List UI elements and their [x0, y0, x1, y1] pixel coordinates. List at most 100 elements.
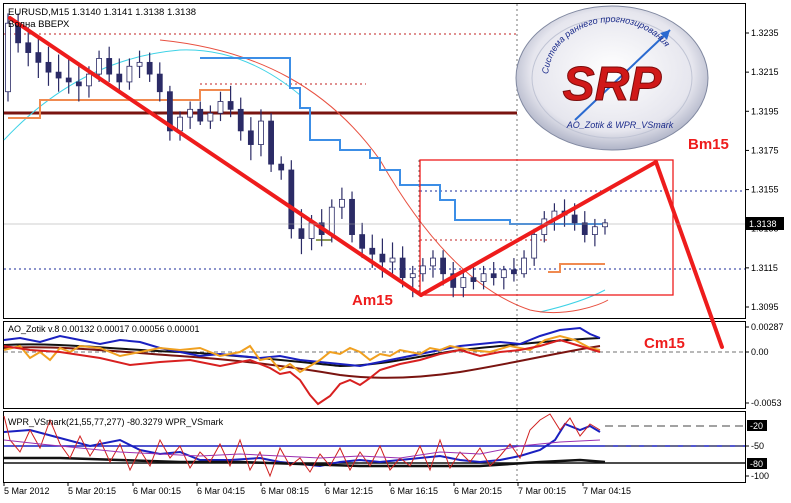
candle-body — [602, 222, 608, 228]
candle-body — [217, 101, 224, 114]
candle-body — [237, 108, 244, 132]
candle-body — [227, 101, 234, 110]
y-tick-label: -100 — [751, 471, 769, 481]
wave-leg-down — [8, 16, 423, 297]
indicator-name: Волна ВВЕРХ — [8, 19, 70, 30]
candle-body — [389, 257, 396, 263]
candle-body — [96, 58, 102, 75]
wave-leg-forecast — [654, 160, 724, 349]
y-tick-label: 1.3175 — [751, 145, 779, 155]
candle-body — [490, 273, 497, 279]
wpr-purple-line — [3, 439, 601, 459]
x-tick-label: 7 Mar 00:15 — [518, 486, 566, 496]
grid-vertical — [418, 4, 518, 482]
ao-orange-line — [3, 334, 601, 374]
wave-leg-up — [419, 160, 658, 297]
x-tick-label: 5 Mar 2012 — [4, 486, 50, 496]
candle-body — [500, 269, 507, 279]
wave-lines — [8, 16, 724, 349]
candle-body — [571, 214, 578, 224]
x-axis: 5 Mar 2012 5 Mar 20:15 6 Mar 00:15 6 Mar 04… — [3, 482, 631, 496]
wpr-red-line — [3, 413, 601, 478]
y-tick-label: -80 — [750, 459, 763, 469]
current-price-tag: 1.3138 — [4, 217, 784, 230]
candle-body — [187, 108, 194, 118]
candle-body — [247, 130, 254, 145]
wpr-y-axis: -20 -50 -80 -100 — [745, 420, 769, 481]
y-tick-label: -50 — [751, 441, 764, 451]
candle-body — [5, 22, 11, 93]
main-panel — [3, 3, 746, 319]
candle-body — [521, 257, 527, 275]
y-tick-label: 1.3115 — [751, 263, 778, 273]
ao-brown-line — [3, 345, 601, 379]
x-tick-label: 6 Mar 20:15 — [454, 486, 502, 496]
candle-body — [177, 116, 183, 132]
candle-body — [409, 273, 416, 279]
wpr-blue-line — [3, 422, 601, 468]
candle-body — [480, 273, 487, 282]
candle-body — [55, 71, 62, 79]
candle-body — [268, 120, 274, 165]
candle-body — [126, 65, 133, 83]
candle-body — [349, 198, 355, 235]
candle-body — [470, 277, 477, 282]
y-tick-label: 0.00 — [751, 347, 769, 357]
x-tick-label: 6 Mar 04:15 — [197, 486, 245, 496]
candle-body — [581, 222, 588, 235]
candle-body — [65, 77, 72, 83]
candle-body — [25, 42, 32, 53]
red-curve — [159, 39, 609, 314]
candle-body — [359, 234, 366, 249]
candle-body — [106, 58, 113, 75]
candle-body — [328, 206, 335, 235]
wave-box — [419, 159, 674, 296]
wpr-label: WPR_VSmark(21,55,77,277) -80.3279 WPR_VS… — [8, 417, 224, 427]
wpr-indicator — [3, 413, 745, 478]
cyan-curve — [3, 49, 301, 141]
y-tick-badge — [747, 458, 767, 469]
candle-body — [591, 226, 598, 235]
candle-body — [531, 234, 538, 259]
label-cm15: Cm15 — [644, 335, 685, 352]
candle-body — [35, 52, 42, 63]
candle-body — [45, 61, 52, 73]
x-tick-label: 7 Mar 04:15 — [583, 486, 631, 496]
candle-body — [430, 257, 436, 267]
ao-blue-line — [3, 326, 601, 368]
orange-step-line — [8, 89, 230, 119]
candles — [5, 13, 608, 298]
x-tick-label: 5 Mar 20:15 — [68, 486, 116, 496]
x-tick-label: 6 Mar 12:15 — [325, 486, 373, 496]
candle-body — [75, 81, 82, 87]
y-tick-label: 1.3215 — [751, 67, 779, 77]
candle-body — [379, 253, 386, 263]
symbol-info: EURUSD,M15 1.3140 1.3141 1.3138 1.3138 — [8, 7, 196, 18]
wpr-panel — [3, 411, 746, 483]
candle-body — [197, 108, 204, 122]
candle-body — [511, 269, 517, 275]
candle-body — [308, 222, 315, 239]
candle-body — [288, 169, 295, 230]
y-tick-label: -0.0053 — [751, 398, 782, 408]
ao-label: AO_Zotik v.8 0.00132 0.00017 0.00056 0.0… — [8, 324, 199, 334]
candle-body — [207, 112, 214, 122]
y-tick-label: 1.3095 — [751, 302, 779, 312]
ao-panel — [3, 321, 746, 409]
logo-srp: SRP — [563, 58, 663, 111]
x-tick-label: 6 Mar 16:15 — [390, 486, 438, 496]
ao-y-axis: 0.00287 0.00 -0.0053 — [745, 322, 784, 408]
candle-body — [116, 73, 123, 83]
ao-red-line — [3, 338, 601, 406]
candle-body — [258, 120, 264, 145]
candle-body — [166, 91, 173, 132]
candle-body — [339, 198, 345, 208]
ao-indicator — [3, 326, 745, 406]
candle-body — [146, 61, 153, 75]
candle-body — [136, 61, 143, 67]
y-tick-label: -20 — [750, 421, 763, 431]
srp-logo: Система раннего прогнозирования SRP AO_Z… — [515, 5, 709, 151]
y-tick-label: 1.3235 — [751, 28, 779, 38]
y-tick-label: 1.3195 — [751, 106, 779, 116]
